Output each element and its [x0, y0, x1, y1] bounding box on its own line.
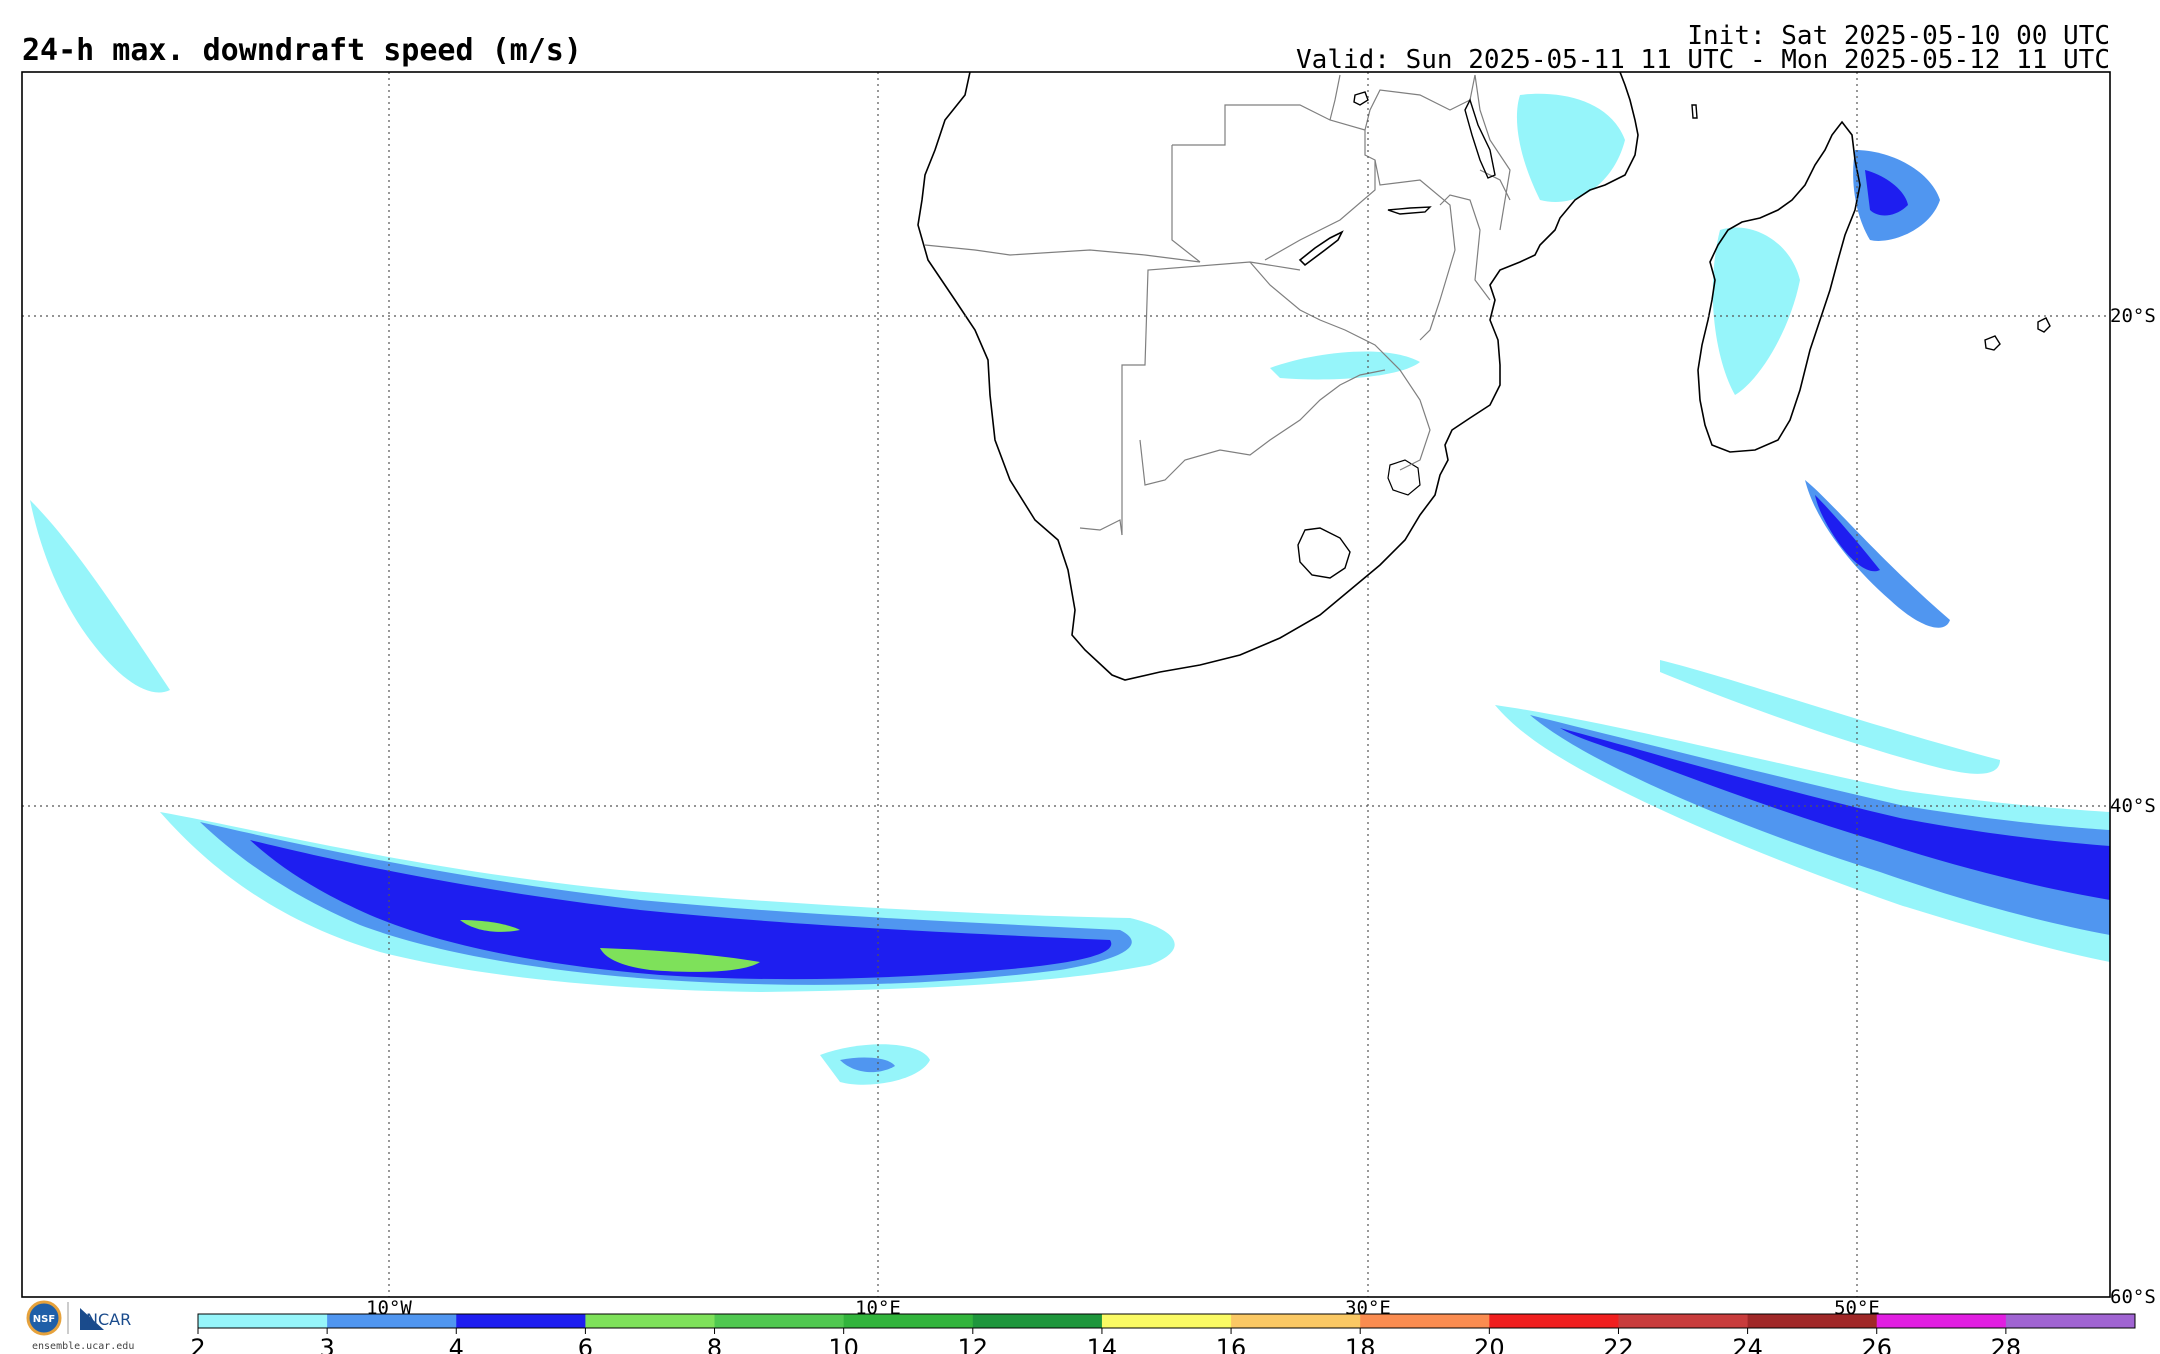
- colorbar-tick-label: 26: [1861, 1334, 1892, 1354]
- colorbar-swatch: [1101, 1314, 1232, 1328]
- colorbar-swatch: [1489, 1314, 1619, 1328]
- country-borders: [924, 74, 1511, 536]
- colorbar-swatch: [972, 1314, 1103, 1328]
- swath-west-faint: [30, 500, 170, 693]
- lake-malawi-outline: [1464, 98, 1496, 179]
- island-mauritius: [1984, 335, 2001, 351]
- map-panel: 20°S 40°S 60°S 10°W 10°E 30°E 50°E: [21, 71, 2156, 1319]
- madagascar-coastline: [1697, 120, 1861, 453]
- colorbar-tick-label: 2: [190, 1334, 205, 1354]
- eswatini-outline: [1387, 459, 1421, 496]
- colorbar-swatch: [714, 1314, 845, 1328]
- island-reunion: [2037, 317, 2051, 333]
- init-time: Init: Sat 2025-05-10 00 UTC: [1687, 21, 2110, 51]
- colorbar-frame: [197, 1313, 2136, 1329]
- swath-west-level-4: [250, 840, 1112, 980]
- map-frame: [21, 71, 2111, 1298]
- ensemble-url: ensemble.ucar.edu: [32, 1341, 134, 1352]
- lat-label-60s: 60°S: [2110, 1286, 2156, 1308]
- colorbar-swatch: [1231, 1314, 1361, 1328]
- lake-kariba-outline: [1298, 230, 1344, 267]
- swath-madagascar-scatter: [1712, 227, 1800, 395]
- lake-victoria-fragment: [1353, 91, 1369, 106]
- colorbar-tick-label: 10: [828, 1334, 859, 1354]
- colorbar-tick-label: 3: [319, 1334, 334, 1354]
- colorbar: 2 3 4 6 8 10 12 14 16 18 20 22 24 26 28: [190, 1313, 2136, 1354]
- logo-block: NSF NCAR ensemble.ucar.edu: [26, 1300, 134, 1352]
- island-comoros: [1691, 104, 1698, 119]
- colorbar-tick-label: 12: [958, 1334, 989, 1354]
- colorbar-tick-label: 24: [1732, 1334, 1763, 1354]
- swath-se-streak: [1805, 480, 1950, 628]
- colorbar-swatch: [1618, 1314, 1749, 1328]
- swath-inland-patch: [1270, 351, 1420, 380]
- colorbar-swatch: [843, 1314, 974, 1328]
- lat-label-40s: 40°S: [2110, 795, 2156, 817]
- colorbar-tick-label: 28: [1991, 1334, 2022, 1354]
- colorbar-swatch: [327, 1314, 457, 1328]
- africa-coastline: [917, 72, 1639, 681]
- swath-south-patch-inner: [840, 1057, 895, 1073]
- graticule: [22, 72, 2110, 1297]
- valid-time: Valid: Sun 2025-05-11 11 UTC - Mon 2025-…: [1296, 45, 2110, 75]
- downdraft-field: [30, 93, 2110, 1085]
- colorbar-tick-label: 14: [1087, 1334, 1118, 1354]
- colorbar-swatch: [2005, 1314, 2136, 1328]
- colorbar-swatch: [585, 1314, 716, 1328]
- lesotho-outline: [1297, 527, 1351, 579]
- ncar-logo-text: NCAR: [86, 1310, 131, 1329]
- nsf-logo: NSF: [26, 1300, 62, 1336]
- colorbar-swatch: [1876, 1314, 2007, 1328]
- colorbar-swatch: [456, 1314, 586, 1328]
- map-title: 24-h max. downdraft speed (m/s): [22, 33, 582, 68]
- swath-east-level-4: [1560, 728, 2110, 900]
- colorbar-tick-label: 18: [1345, 1334, 1376, 1354]
- ncar-logo: NCAR: [80, 1308, 131, 1330]
- swath-ne-madagascar-inner: [1865, 170, 1908, 216]
- colorbar-swatch: [198, 1314, 328, 1328]
- colorbar-tick-label: 4: [449, 1334, 464, 1354]
- colorbar-tick-label: 8: [707, 1334, 722, 1354]
- colorbar-tick-label: 20: [1474, 1334, 1505, 1354]
- nsf-logo-text: NSF: [33, 1314, 55, 1325]
- swath-west-level-6b: [460, 920, 520, 932]
- lat-label-20s: 20°S: [2110, 305, 2156, 327]
- colorbar-tick-label: 16: [1216, 1334, 1247, 1354]
- colorbar-tick-label: 6: [578, 1334, 593, 1354]
- lake-cahora-outline: [1387, 206, 1432, 215]
- swath-se-band: [1660, 660, 2000, 774]
- colorbar-swatch: [1360, 1314, 1490, 1328]
- swath-moz-patch: [1516, 93, 1625, 202]
- colorbar-swatch: [1747, 1314, 1878, 1328]
- swath-se-streak-inner: [1815, 495, 1880, 572]
- swath-west-level-6: [600, 948, 760, 972]
- colorbar-tick-label: 22: [1603, 1334, 1634, 1354]
